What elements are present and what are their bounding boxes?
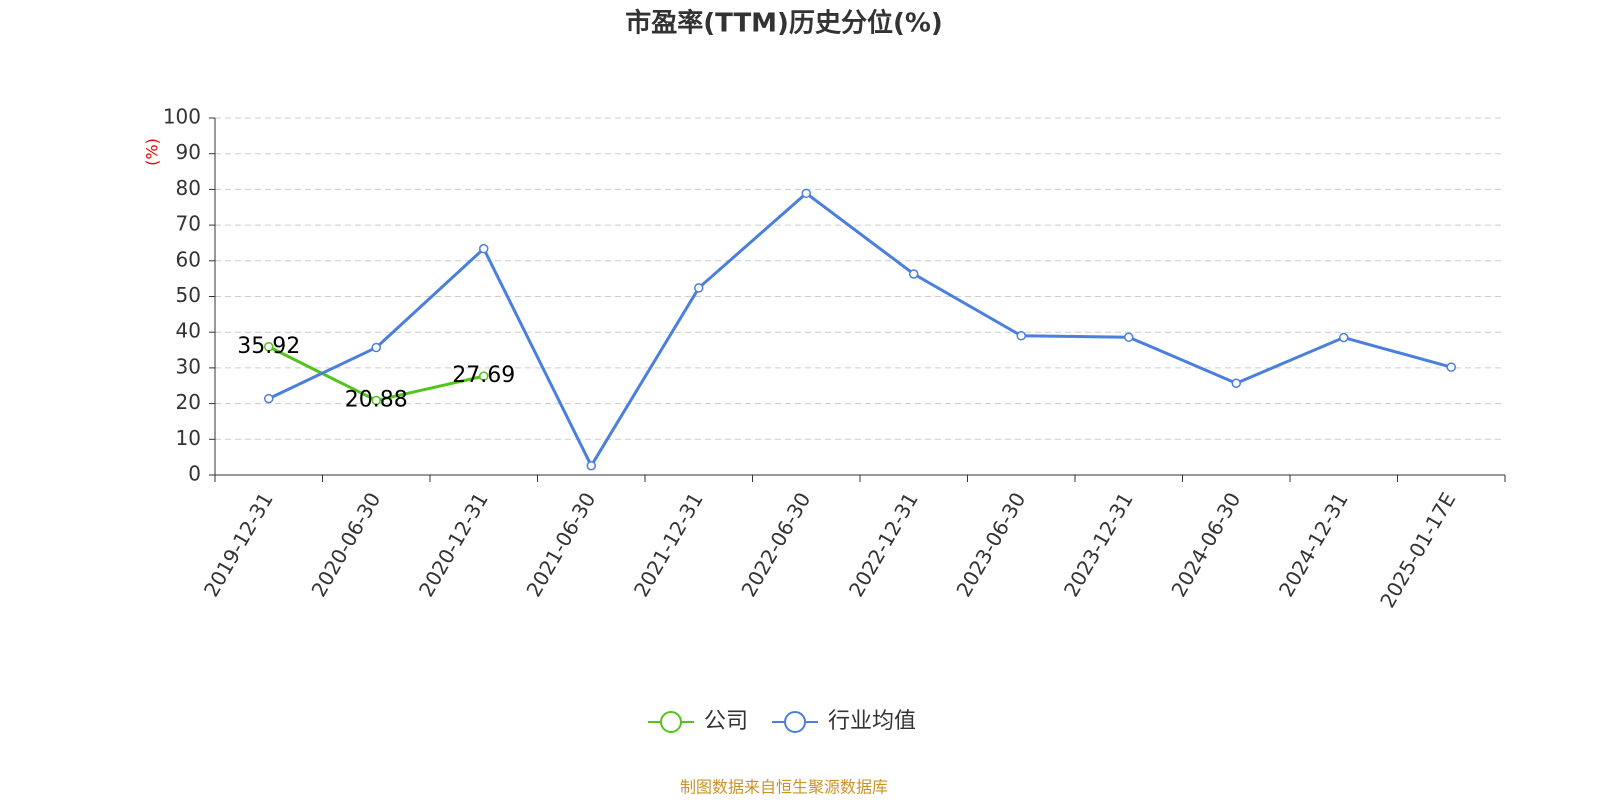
data-point <box>479 371 489 381</box>
x-tick-label: 2021-06-30 <box>521 488 600 601</box>
x-tick-label: 2024-12-31 <box>1274 488 1353 601</box>
data-point <box>694 283 704 293</box>
data-point <box>1446 362 1456 372</box>
y-tick-label: 20 <box>176 390 201 414</box>
data-point <box>264 393 274 404</box>
y-tick-label: 50 <box>176 283 201 307</box>
y-tick-label: 90 <box>176 140 201 164</box>
data-point <box>479 243 489 254</box>
x-tick-label: 2023-12-31 <box>1059 488 1138 601</box>
legend-marker[interactable] <box>784 711 807 733</box>
data-point <box>586 460 596 471</box>
data-point <box>371 395 381 406</box>
data-point <box>264 342 274 352</box>
x-tick-label: 2023-06-30 <box>951 488 1030 601</box>
data-label: 27.69 <box>452 363 515 388</box>
data-point <box>371 342 381 353</box>
x-tick-label: 2020-12-31 <box>414 488 493 601</box>
x-tick-label: 2021-12-31 <box>629 488 708 601</box>
y-tick-label: 40 <box>176 319 201 343</box>
y-tick-label: 30 <box>176 354 201 378</box>
data-point <box>801 188 811 199</box>
data-point <box>1231 378 1241 389</box>
series-line <box>268 191 1452 469</box>
source-note: 制图数据来自恒生聚源数据库 <box>680 778 888 797</box>
y-tick-label: 100 <box>163 105 201 129</box>
data-label: 35.92 <box>237 334 300 359</box>
x-tick-label: 2024-06-30 <box>1166 488 1245 601</box>
y-tick-label: 10 <box>176 426 201 450</box>
data-point <box>1339 332 1349 343</box>
legend-label[interactable]: 行业均值 <box>828 709 916 734</box>
legend-label[interactable]: 公司 <box>704 709 748 734</box>
data-label: 20.88 <box>345 387 408 412</box>
y-tick-label: 80 <box>176 176 201 200</box>
y-axis-label: (%) <box>143 138 162 166</box>
x-tick-label: 2025-01-17E <box>1375 488 1460 612</box>
y-tick-label: 60 <box>176 247 201 271</box>
chart-title: 市盈率(TTM)历史分位(%) <box>625 8 943 39</box>
x-tick-label: 2019-12-31 <box>199 488 278 601</box>
data-point <box>1016 331 1026 341</box>
y-tick-label: 70 <box>176 212 201 236</box>
x-tick-label: 2022-12-31 <box>844 488 923 601</box>
x-tick-label: 2020-06-30 <box>306 488 385 601</box>
data-point <box>909 269 919 279</box>
data-point <box>1124 332 1134 342</box>
y-tick-label: 0 <box>188 462 201 486</box>
legend-marker[interactable] <box>660 711 682 733</box>
x-tick-label: 2022-06-30 <box>736 488 815 601</box>
